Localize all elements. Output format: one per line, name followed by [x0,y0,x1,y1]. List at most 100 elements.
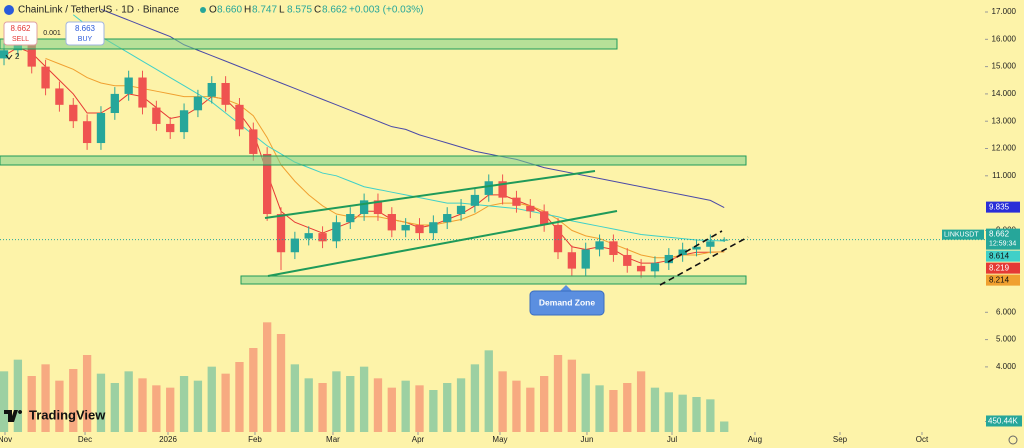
volume-bar [387,387,396,432]
x-tick-label: Jun [581,435,594,444]
volume-bar [221,373,230,432]
last-symbol: LINKUSDT [944,231,979,238]
volume-bar [373,378,383,432]
buy-label[interactable]: BUY [78,36,93,43]
volume-bar [193,380,203,432]
symbol-icon [4,5,14,15]
wedge-line [667,230,723,263]
candle-body [124,77,133,94]
moving-average [72,14,725,242]
volume-bar [623,383,632,432]
indicator-count[interactable]: 2 [15,52,20,61]
resistance-box [0,155,747,166]
price-marker [986,274,1020,286]
candle-body [720,239,729,241]
candle-body [166,123,175,133]
candle-body [235,104,244,130]
volume-bar [581,373,590,432]
volume-bar [124,371,133,432]
candle-body [595,241,604,250]
candle-body [55,88,64,105]
volume-bar [484,350,493,432]
buy-button[interactable] [65,21,105,46]
volume-bar [290,364,300,432]
candle-body [387,214,396,231]
candle-body [415,224,424,234]
last-price: 8.662 [989,230,1010,239]
candle-body [332,222,341,242]
price-marker [986,262,1020,274]
volume-bar [318,383,327,432]
volume-bar [359,366,369,432]
volume-bar [55,380,64,432]
volume-bar [692,397,701,432]
candle-body [263,153,272,215]
candle-body [581,249,590,269]
candle-body [470,194,480,206]
volume-bar [13,359,23,432]
sell-button[interactable] [3,21,38,46]
volume-bar [110,383,119,432]
plot-area [0,8,985,432]
candle-body [221,82,230,105]
volume-bar [276,334,286,432]
x-tick-label: Nov [0,435,12,444]
candle-body [82,121,92,144]
ohlc-key: L [279,5,285,16]
ohlc-key: H [244,5,251,16]
y-tick-label: 6.000 [996,307,1017,316]
ohlc-key: O [209,5,217,16]
volume-bar [595,385,604,432]
volume-bar [456,378,466,432]
buy-price[interactable]: 8.663 [75,24,96,33]
y-tick-label: 15.000 [992,62,1017,71]
candle-body [636,265,646,272]
header: ChainLink / TetherUS · 1D · Binance O 8.6… [3,5,424,61]
sell-label[interactable]: SELL [12,36,29,43]
volume-bar [235,362,244,432]
volume-bar [346,376,355,432]
volume-bar [207,366,216,432]
volume-bar [82,355,92,432]
ohlc-value: 8.747 [252,5,277,16]
candle-body [152,107,161,124]
ohlc-change: +0.003 (+0.03%) [349,5,424,16]
symbol-title: ChainLink / TetherUS · 1D · Binance [18,5,179,16]
volume-bar [650,387,660,432]
candle-body [373,200,383,215]
callout-pointer [560,285,572,291]
collapse-arrow[interactable] [5,54,13,60]
volume-bar [69,369,78,432]
x-tick-label: May [492,435,507,444]
settings-icon[interactable] [1008,435,1018,445]
x-tick-label: 2026 [159,435,177,444]
sell-price[interactable]: 8.662 [10,24,31,33]
candle-body [304,233,313,239]
y-tick-label: 12.000 [992,144,1017,153]
volume-bar [540,376,549,432]
x-tick-label: Aug [748,435,762,444]
volume-bar [332,371,341,432]
volume-bar [512,380,521,432]
volume-bar [553,355,563,432]
candle-body [110,93,119,114]
candle-body [512,197,521,206]
volume-bar [443,383,452,432]
candle-body [553,224,563,253]
candle-body [498,181,507,198]
price-marker [986,201,1020,213]
candle-body [290,238,300,253]
volume-bar [41,364,50,432]
volume-bar [429,390,438,432]
x-tick-label: Dec [78,435,92,444]
volume-bar [720,421,729,432]
watermark-text: TradingView [29,407,106,422]
volume-bar [678,394,687,432]
x-tick-label: Jul [667,435,677,444]
x-tick-label: Oct [916,435,929,444]
volume-bar [498,371,507,432]
candle-body [664,254,673,264]
moving-average [100,8,725,209]
x-tick-label: Apr [412,435,425,444]
